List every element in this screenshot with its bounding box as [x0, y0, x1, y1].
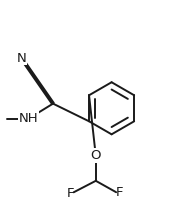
Text: F: F	[115, 186, 123, 199]
Text: NH: NH	[19, 112, 39, 125]
Text: O: O	[91, 149, 101, 162]
Text: F: F	[67, 187, 74, 200]
Text: N: N	[17, 52, 26, 65]
